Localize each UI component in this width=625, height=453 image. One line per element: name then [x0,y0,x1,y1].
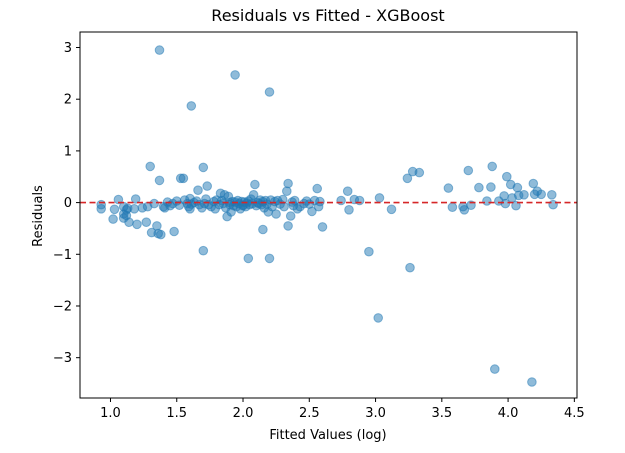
data-point [405,262,415,273]
data-point [130,194,141,204]
data-point [315,196,325,207]
data-point [279,201,289,212]
data-point [198,245,209,256]
data-point [154,175,165,186]
data-point [500,198,511,209]
data-point [386,204,397,215]
data-point [414,167,425,178]
data-point [129,204,140,214]
data-point [285,211,296,221]
data-point [511,200,521,211]
data-point [474,182,484,193]
data-point [536,189,547,200]
x-tick-label: 2.5 [299,406,320,421]
data-point [132,219,142,230]
data-point [271,209,281,219]
data-point [238,200,248,211]
data-point [186,101,197,111]
x-tick-label: 4.5 [564,406,585,421]
x-tick-label: 1.5 [166,406,187,421]
data-point [482,196,492,206]
data-point [519,190,529,200]
data-point [342,186,353,196]
x-tick-label: 4.0 [498,406,519,421]
x-axis-label: Fitted Values (log) [269,428,386,443]
data-point [193,185,203,195]
y-tick-label: −2 [53,299,72,314]
data-point [230,70,240,80]
data-point [282,186,292,196]
data-point [547,190,557,200]
data-point [198,162,209,173]
data-point [443,183,454,193]
data-point [364,246,374,257]
data-point [487,161,498,172]
axes-frame [79,31,578,399]
data-point [264,87,275,97]
y-axis-label: Residuals [31,185,46,247]
data-point [283,221,293,231]
data-point [202,181,212,191]
data-point [154,45,165,55]
data-point [490,364,500,374]
data-point [152,221,162,231]
data-point [258,224,268,235]
y-tick-label: 2 [64,93,72,108]
data-point [512,182,523,193]
data-point [145,161,155,172]
x-tick-label: 1.0 [100,406,121,421]
data-point [113,194,124,205]
data-point [373,313,384,323]
x-tick-label: 3.0 [365,406,386,421]
data-point [169,226,179,237]
data-point [527,377,537,387]
chart-title: Residuals vs Fitted - XGBoost [211,6,444,25]
data-point [336,195,346,206]
data-point [109,204,120,215]
data-point [141,217,152,227]
data-point [447,202,458,212]
data-point [463,165,474,176]
y-tick-label: 1 [64,144,72,159]
data-point [250,179,260,190]
data-point [156,229,166,240]
y-tick-label: 3 [64,41,72,56]
data-point [502,171,512,182]
x-tick-label: 2.0 [233,406,254,421]
data-point [283,178,293,189]
data-point [307,206,317,217]
data-point [402,173,413,184]
data-point [354,195,365,206]
data-point [243,253,254,264]
data-point [459,205,470,215]
data-point [374,193,385,203]
data-point [124,217,134,227]
data-point [317,222,328,232]
data-point [548,199,558,210]
data-point [528,178,539,189]
data-point [149,198,159,209]
y-tick-label: −3 [53,351,72,366]
data-point [108,214,118,224]
x-tick-label: 3.5 [431,406,452,421]
data-point [486,182,496,192]
data-point [178,173,189,184]
data-point [264,253,275,264]
data-point [499,191,509,201]
data-point [344,205,354,215]
data-point [185,204,195,214]
plot-area [80,45,577,387]
data-point [312,183,323,194]
data-point [248,190,259,200]
y-tick-label: −1 [53,248,72,263]
y-tick-label: 0 [64,196,72,211]
axes: 1.0 1.5 2.0 2.5 3.0 3.5 4.0 4.5 3 2 1 0 −1 −2 −3 [53,31,585,421]
data-point [96,204,106,214]
